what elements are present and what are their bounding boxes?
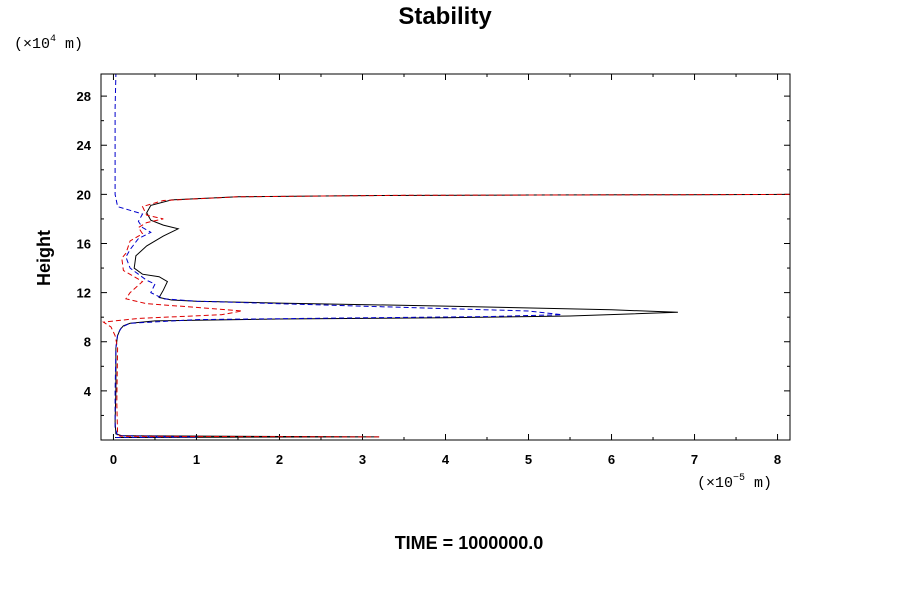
x-tick-label: 6 [608,452,615,467]
y-unit-label: (×104 m) [14,34,83,53]
series-line-1 [114,193,791,438]
series-line-2 [114,73,562,438]
y-tick-label: 8 [84,335,91,350]
y-unit-exponent: 4 [50,34,56,45]
y-unit-prefix: (×10 [14,36,50,53]
x-tick-label: 0 [110,452,117,467]
series-lines [102,73,791,438]
y-tick-label: 12 [77,286,91,301]
y-unit-suffix: m) [56,36,83,53]
x-unit-exponent: −5 [733,473,745,484]
time-footer: TIME = 1000000.0 [395,533,544,553]
y-tick-label: 28 [77,89,91,104]
x-tick-label: 3 [359,452,366,467]
x-tick-label: 1 [193,452,200,467]
y-tick-label: 20 [77,187,91,202]
x-tick-label: 4 [442,452,450,467]
y-tick-label: 4 [84,384,92,399]
x-tick-label: 7 [691,452,698,467]
x-tick-label: 5 [525,452,532,467]
x-tick-label: 8 [774,452,781,467]
y-tick-label: 24 [77,138,92,153]
series-line-3 [102,193,791,438]
y-tick-label: 16 [77,236,91,251]
x-tick-label: 2 [276,452,283,467]
x-unit-prefix: (×10 [697,475,733,492]
x-unit-label: (×10−5 m) [697,473,772,492]
plot-frame [100,73,791,441]
chart-title: Stability [398,3,492,30]
x-unit-suffix: m) [745,475,772,492]
y-axis-label: Height [34,230,54,286]
